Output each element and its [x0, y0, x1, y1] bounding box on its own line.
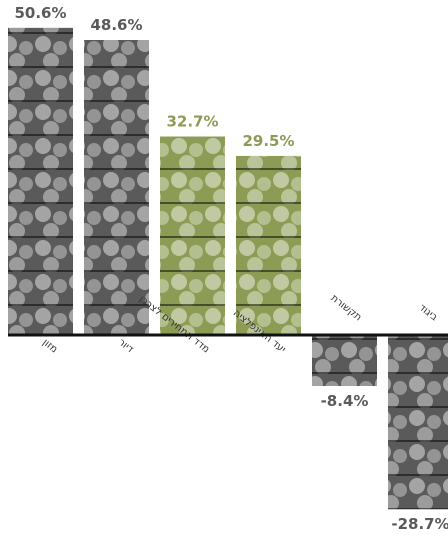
category-label: ביגוד	[417, 302, 440, 323]
value-label: 50.6%	[14, 4, 66, 22]
value-label: -28.7%	[391, 515, 448, 533]
bar-texture	[160, 136, 225, 335]
bar-texture	[8, 27, 73, 335]
category-label-group: מזון	[40, 337, 59, 355]
value-label: 29.5%	[242, 132, 294, 150]
bar-texture	[312, 335, 377, 386]
bar-texture	[236, 155, 301, 335]
value-label: -8.4%	[321, 392, 369, 410]
bar-texture	[388, 335, 448, 510]
category-label-group: ביגוד	[417, 302, 440, 323]
category-label: מזון	[40, 337, 59, 355]
value-label: 48.6%	[90, 16, 142, 34]
value-label: 32.7%	[166, 113, 218, 131]
category-label-group: תקשורת	[329, 293, 364, 324]
category-label: דיור	[116, 337, 136, 356]
category-label: תקשורת	[329, 293, 364, 324]
category-label-group: דיור	[116, 337, 136, 356]
bar-texture	[84, 39, 149, 336]
